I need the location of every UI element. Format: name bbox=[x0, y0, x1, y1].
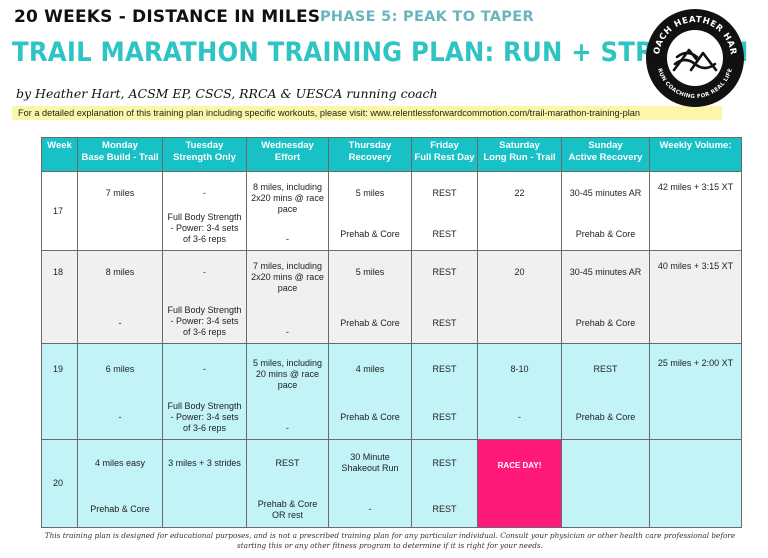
thursday-cell: 5 miles Prehab & Core bbox=[328, 250, 412, 344]
wednesday-cell: 7 miles, including 2x20 mins @ race pace… bbox=[246, 250, 329, 344]
weekly-volume-cell: 42 miles + 3:15 XT bbox=[649, 171, 742, 251]
friday-cell: REST REST bbox=[411, 171, 478, 251]
week-number: 17 bbox=[41, 171, 78, 251]
col-header-saturday: Saturday Long Run - Trail bbox=[477, 137, 562, 172]
saturday-cell: 8-10- bbox=[477, 343, 562, 440]
monday-cell: 6 miles - bbox=[77, 343, 163, 440]
thursday-cell: 5 miles Prehab & Core bbox=[328, 171, 412, 251]
race-day-cell: RACE DAY! bbox=[477, 439, 562, 528]
weekly-volume-cell: 25 miles + 2:00 XT bbox=[649, 343, 742, 440]
phase-heading: PHASE 5: PEAK TO TAPER bbox=[320, 9, 534, 25]
sunday-cell: REST Prehab & Core bbox=[561, 343, 650, 440]
sunday-cell: 30-45 minutes AR Prehab & Core bbox=[561, 250, 650, 344]
plan-length-heading: 20 WEEKS - DISTANCE IN MILES bbox=[14, 7, 321, 27]
tuesday-cell: - Full Body Strength - Power: 3-4 sets of… bbox=[162, 343, 247, 440]
friday-cell: REST REST bbox=[411, 439, 478, 528]
table-row: 20 4 miles easy Prehab & Core 3 miles + 3… bbox=[41, 439, 742, 528]
monday-cell: 7 miles bbox=[77, 171, 163, 251]
thursday-cell: 30 Minute Shakeout Run - bbox=[328, 439, 412, 528]
col-header-thursday: Thursday Recovery bbox=[328, 137, 412, 172]
wednesday-cell: 5 miles, including 20 mins @ race pace - bbox=[246, 343, 329, 440]
saturday-cell: 20 bbox=[477, 250, 562, 344]
tuesday-cell: 3 miles + 3 strides bbox=[162, 439, 247, 528]
tuesday-cell: - Full Body Strength - Power: 3-4 sets of… bbox=[162, 250, 247, 344]
friday-cell: REST REST bbox=[411, 343, 478, 440]
table-row: 18 8 miles - - Full Body Strength - Power:… bbox=[41, 250, 742, 344]
page-title: TRAIL MARATHON TRAINING PLAN: RUN + STRE… bbox=[12, 37, 749, 68]
training-plan-table: Week Monday Base Build - Trail Tuesday Str… bbox=[41, 137, 742, 528]
disclaimer-text: This training plan is designed for educa… bbox=[44, 531, 736, 550]
wednesday-cell: REST Prehab & Core OR rest bbox=[246, 439, 329, 528]
table-header-row: Week Monday Base Build - Trail Tuesday Str… bbox=[41, 137, 742, 172]
weekly-volume-cell: 40 miles + 3:15 XT bbox=[649, 250, 742, 344]
detail-link-note: For a detailed explanation of this train… bbox=[12, 106, 722, 120]
col-header-friday: Friday Full Rest Day bbox=[411, 137, 478, 172]
col-header-wednesday: Wednesday Effort bbox=[246, 137, 329, 172]
week-number: 19 bbox=[41, 343, 78, 440]
monday-cell: 4 miles easy Prehab & Core bbox=[77, 439, 163, 528]
table-row: 19 6 miles - - Full Body Strength - Power:… bbox=[41, 343, 742, 440]
weekly-volume-cell bbox=[649, 439, 742, 528]
sunday-cell: 30-45 minutes AR Prehab & Core bbox=[561, 171, 650, 251]
table-row: 17 7 miles - Full Body Strength - Power: … bbox=[41, 171, 742, 251]
week-number: 20 bbox=[41, 439, 78, 528]
col-header-week: Week bbox=[41, 137, 78, 172]
col-header-sunday: Sunday Active Recovery bbox=[561, 137, 650, 172]
sunday-cell bbox=[561, 439, 650, 528]
author-byline: by Heather Hart, ACSM EP, CSCS, RRCA & U… bbox=[16, 86, 438, 101]
col-header-weekly-volume: Weekly Volume: bbox=[649, 137, 742, 172]
thursday-cell: 4 miles Prehab & Core bbox=[328, 343, 412, 440]
col-header-monday: Monday Base Build - Trail bbox=[77, 137, 163, 172]
mountain-wave-badge-icon: COACH HEATHER HART RUN COACHING FOR REAL… bbox=[645, 8, 744, 107]
col-header-tuesday: Tuesday Strength Only bbox=[162, 137, 247, 172]
monday-cell: 8 miles - bbox=[77, 250, 163, 344]
friday-cell: REST REST bbox=[411, 250, 478, 344]
wednesday-cell: 8 miles, including 2x20 mins @ race pace… bbox=[246, 171, 329, 251]
saturday-cell: 22 bbox=[477, 171, 562, 251]
tuesday-cell: - Full Body Strength - Power: 3-4 sets of… bbox=[162, 171, 247, 251]
week-number: 18 bbox=[41, 250, 78, 344]
